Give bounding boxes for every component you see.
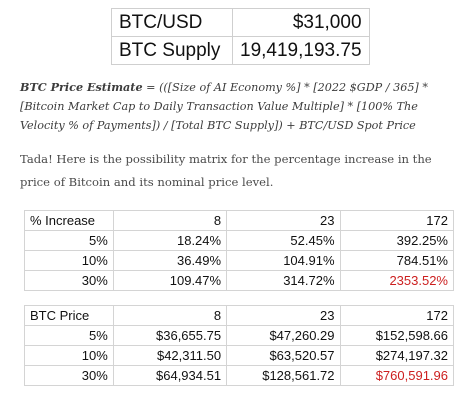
- table-cell: $152,598.66: [340, 325, 455, 346]
- intro-paragraph: Tada! Here is the possibility matrix for…: [20, 152, 432, 189]
- row-label: 10%: [24, 250, 114, 271]
- table-cell: $274,197.32: [340, 345, 455, 366]
- table-header-cell: 8: [113, 305, 228, 326]
- table-cell: $47,260.29: [226, 325, 341, 346]
- table-row: 30% $64,934.51 $128,561.72 $760,591.96: [24, 365, 455, 386]
- table-header-cell: 23: [226, 210, 341, 231]
- price-header-row: BTC Price 8 23 172: [24, 305, 455, 326]
- table-cell: 18.24%: [113, 230, 228, 251]
- price-header-label: BTC Price: [24, 305, 114, 326]
- btc-usd-label: BTC/USD: [111, 8, 233, 37]
- increase-header-label: % Increase: [24, 210, 114, 231]
- btc-summary-table: BTC/USD $31,000 BTC Supply 19,419,193.75: [111, 8, 370, 65]
- row-label: 5%: [24, 230, 114, 251]
- table-cell: 392.25%: [340, 230, 455, 251]
- table-cell: $63,520.57: [226, 345, 341, 366]
- table-row: 5% $36,655.75 $47,260.29 $152,598.66: [24, 325, 455, 346]
- table-header-cell: 172: [340, 210, 455, 231]
- formula-label: BTC Price Estimate: [20, 80, 143, 94]
- highlighted-cell: 2353.52%: [340, 270, 455, 291]
- table-cell: $128,561.72: [226, 365, 341, 386]
- table-row: 5% 18.24% 52.45% 392.25%: [24, 230, 455, 251]
- row-label: 30%: [24, 270, 114, 291]
- row-label: 5%: [24, 325, 114, 346]
- formula-text: = (([Size of AI Economy %] * [2022 $GDP …: [20, 81, 428, 132]
- increase-header-row: % Increase 8 23 172: [24, 210, 455, 231]
- btc-supply-label: BTC Supply: [111, 36, 233, 65]
- possibility-matrix: % Increase 8 23 172 5% 18.24% 52.45% 392…: [24, 210, 455, 386]
- table-spacer-row: [24, 290, 454, 306]
- table-cell: $42,311.50: [113, 345, 228, 366]
- highlighted-cell: $760,591.96: [340, 365, 455, 386]
- table-cell: 314.72%: [226, 270, 341, 291]
- table-cell: $36,655.75: [113, 325, 228, 346]
- table-cell: 109.47%: [113, 270, 228, 291]
- table-cell: 784.51%: [340, 250, 455, 271]
- btc-usd-value: $31,000: [232, 8, 370, 37]
- table-cell: 36.49%: [113, 250, 228, 271]
- table-cell: $64,934.51: [113, 365, 228, 386]
- price-estimate-formula: BTC Price Estimate = (([Size of AI Econo…: [20, 78, 458, 135]
- table-cell: 104.91%: [226, 250, 341, 271]
- table-row: 10% 36.49% 104.91% 784.51%: [24, 250, 455, 271]
- btc-usd-row: BTC/USD $31,000: [111, 8, 370, 37]
- table-row: 10% $42,311.50 $63,520.57 $274,197.32: [24, 345, 455, 366]
- btc-supply-row: BTC Supply 19,419,193.75: [111, 36, 370, 65]
- table-header-cell: 172: [340, 305, 455, 326]
- btc-supply-value: 19,419,193.75: [232, 36, 370, 65]
- row-label: 10%: [24, 345, 114, 366]
- table-header-cell: 8: [113, 210, 228, 231]
- table-cell: 52.45%: [226, 230, 341, 251]
- row-label: 30%: [24, 365, 114, 386]
- table-row: 30% 109.47% 314.72% 2353.52%: [24, 270, 455, 291]
- table-header-cell: 23: [226, 305, 341, 326]
